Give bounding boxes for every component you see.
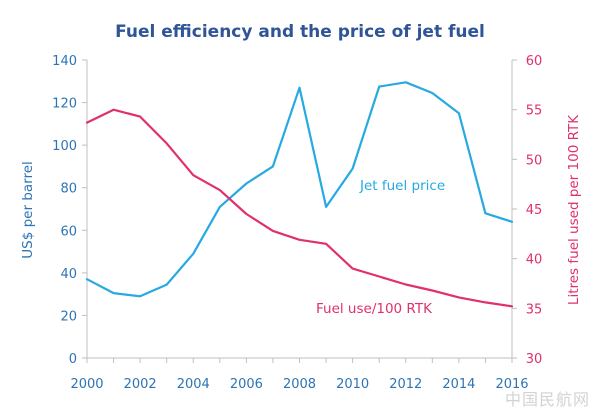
right-tick-label: 55 — [526, 104, 543, 119]
series-line-jet-fuel-price — [85, 81, 514, 298]
series-label-jet-fuel-price: Jet fuel price — [359, 178, 445, 194]
left-y-axis: 0 20 40 60 80 100 120 140 — [52, 54, 88, 367]
x-axis: 2000 2002 2004 2006 2008 2010 2012 2014 2016 — [70, 357, 529, 392]
chart-title: Fuel efficiency and the price of jet fue… — [115, 22, 485, 42]
x-tick-label: 2010 — [336, 377, 369, 392]
left-tick-label: 60 — [60, 224, 77, 239]
x-tick-label: 2004 — [177, 377, 210, 392]
x-tick-label: 2006 — [230, 377, 263, 392]
x-tick-label: 2012 — [389, 377, 422, 392]
left-tick-label: 100 — [52, 139, 77, 154]
x-tick-label: 2002 — [124, 377, 157, 392]
x-tick-label: 2016 — [495, 377, 528, 392]
x-tick-label: 2000 — [70, 377, 103, 392]
right-axis-label: Litres fuel used per 100 RTK — [566, 114, 582, 305]
left-tick-label: 20 — [60, 309, 77, 324]
x-tick-label: 2014 — [442, 377, 475, 392]
series-line-fuel-use — [85, 108, 514, 308]
series-lines — [85, 81, 514, 308]
left-axis-label: US$ per barrel — [20, 161, 36, 259]
left-tick-label: 140 — [52, 54, 77, 69]
right-tick-label: 35 — [526, 302, 543, 317]
right-tick-label: 40 — [526, 253, 543, 268]
right-tick-label: 45 — [526, 203, 543, 218]
right-tick-label: 30 — [526, 352, 543, 367]
watermark: 中国民航网 — [504, 390, 590, 409]
series-label-fuel-use: Fuel use/100 RTK — [316, 301, 433, 317]
left-tick-label: 120 — [52, 97, 77, 112]
left-tick-label: 40 — [60, 267, 77, 282]
right-tick-label: 60 — [526, 54, 543, 69]
left-tick-label: 0 — [69, 352, 77, 367]
x-tick-label: 2008 — [283, 377, 316, 392]
right-tick-label: 50 — [526, 153, 543, 168]
right-y-axis: 30 35 40 45 50 55 60 — [511, 54, 543, 367]
left-tick-label: 80 — [60, 182, 77, 197]
